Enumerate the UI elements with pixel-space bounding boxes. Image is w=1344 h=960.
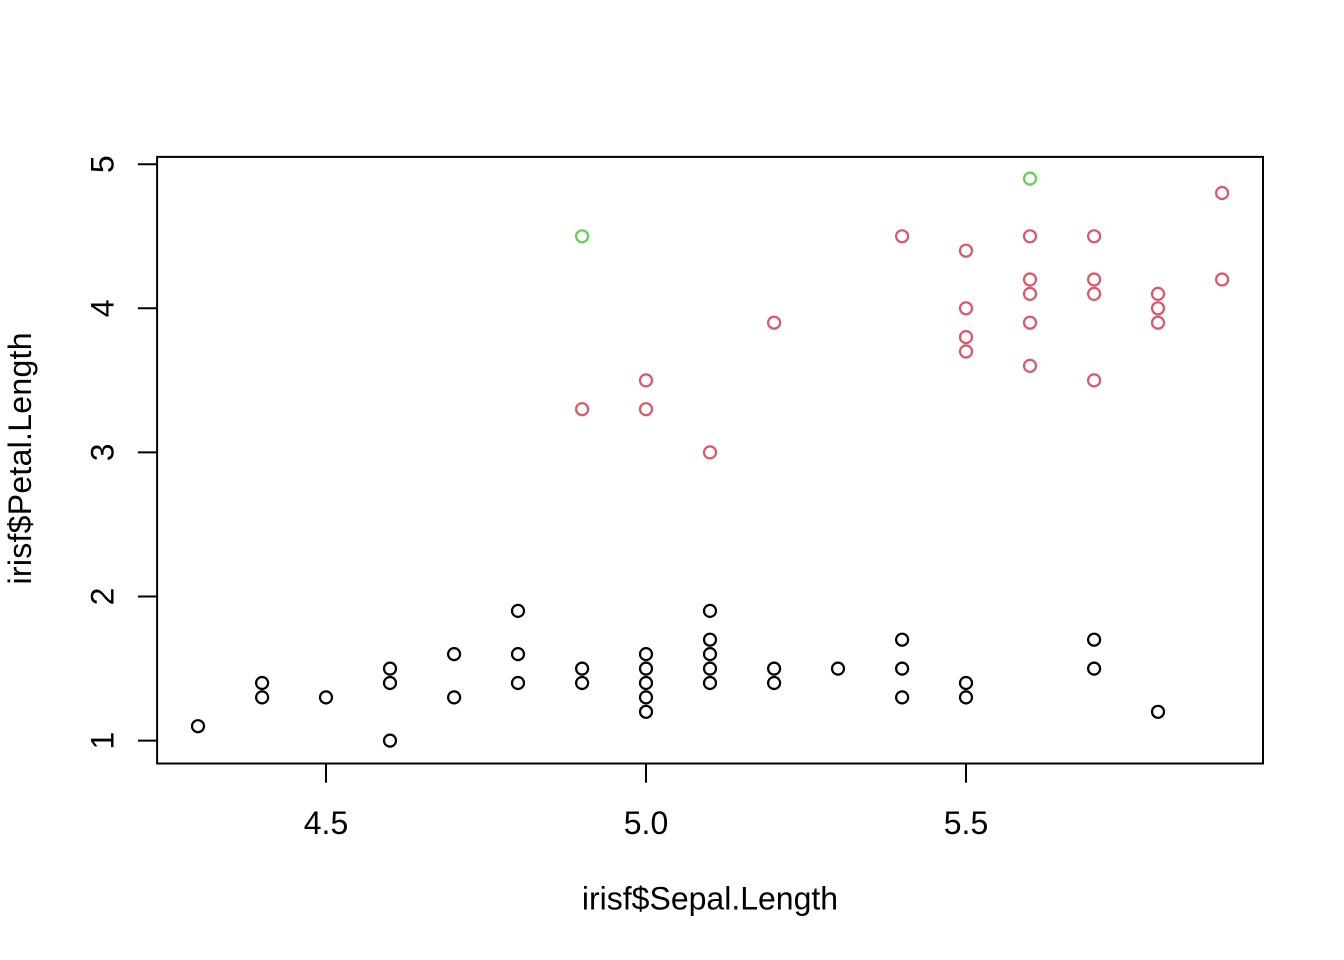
svg-text:5.0: 5.0	[624, 805, 668, 841]
svg-text:3: 3	[85, 444, 121, 462]
svg-text:5: 5	[85, 155, 121, 173]
svg-text:irisf$Petal.Length: irisf$Petal.Length	[2, 333, 38, 585]
svg-text:4.5: 4.5	[304, 805, 348, 841]
svg-text:irisf$Sepal.Length: irisf$Sepal.Length	[582, 881, 838, 917]
svg-text:5.5: 5.5	[944, 805, 988, 841]
svg-text:4: 4	[85, 299, 121, 317]
svg-text:2: 2	[85, 588, 121, 606]
svg-text:1: 1	[85, 732, 121, 750]
